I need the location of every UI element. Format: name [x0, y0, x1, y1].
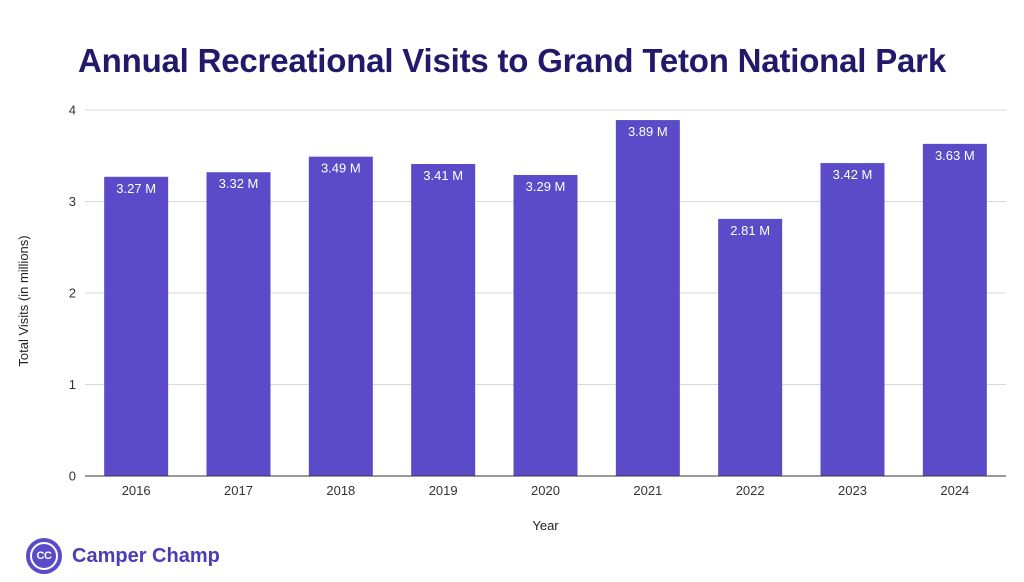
- bars: [104, 120, 987, 477]
- bar-2023: [820, 163, 885, 476]
- y-tick-label: 4: [69, 103, 76, 118]
- x-axis-title: Year: [532, 518, 559, 533]
- x-tick-label: 2016: [122, 483, 151, 498]
- brand-name: Camper Champ: [72, 544, 220, 567]
- bar-2022: [718, 218, 783, 476]
- bar-value-label: 3.42 M: [833, 167, 873, 182]
- bar-value-label: 3.32 M: [219, 176, 259, 191]
- bar-2017: [206, 172, 271, 476]
- x-tick-label: 2022: [736, 483, 765, 498]
- x-tick-label: 2018: [326, 483, 355, 498]
- y-axis-title: Total Visits (in millions): [16, 235, 31, 366]
- y-tick-label: 3: [69, 194, 76, 209]
- brand-logo-text: CC: [30, 542, 58, 570]
- bar-value-label: 2.81 M: [730, 223, 770, 238]
- bar-value-label: 3.49 M: [321, 161, 361, 176]
- x-tick-label: 2017: [224, 483, 253, 498]
- bar-2016: [104, 176, 169, 477]
- bar-value-label: 3.41 M: [423, 168, 463, 183]
- x-tick-label: 2019: [429, 483, 458, 498]
- bar-2018: [308, 156, 373, 477]
- x-tick-label: 2020: [531, 483, 560, 498]
- bar-value-label: 3.89 M: [628, 124, 668, 139]
- brand-logo-icon: CC: [26, 538, 62, 574]
- bar-labels: 3.27 M 3.32 M 3.49 M 3.41 M 3.29 M 3.89 M 2.81…: [116, 124, 974, 238]
- x-tick-label: 2021: [633, 483, 662, 498]
- bar-value-label: 3.27 M: [116, 181, 156, 196]
- y-tick-label: 1: [69, 377, 76, 392]
- bar-2019: [411, 163, 476, 477]
- bar-value-label: 3.63 M: [935, 148, 975, 163]
- chart-title: Annual Recreational Visits to Grand Teto…: [78, 42, 946, 79]
- y-tick-label: 2: [69, 286, 76, 301]
- x-tick-label: 2023: [838, 483, 867, 498]
- y-tick-label: 0: [69, 469, 76, 484]
- brand-footer: CC Camper Champ: [26, 536, 220, 576]
- bar-value-label: 3.29 M: [526, 179, 566, 194]
- x-tick-label: 2024: [940, 483, 969, 498]
- bar-2020: [513, 174, 578, 476]
- y-tick-labels: 0 1 2 3 4: [69, 103, 76, 484]
- bar-2021: [615, 120, 680, 476]
- x-tick-labels: 2016 2017 2018 2019 2020 2021 2022 2023 2024: [122, 483, 970, 498]
- bar-2024: [922, 143, 987, 477]
